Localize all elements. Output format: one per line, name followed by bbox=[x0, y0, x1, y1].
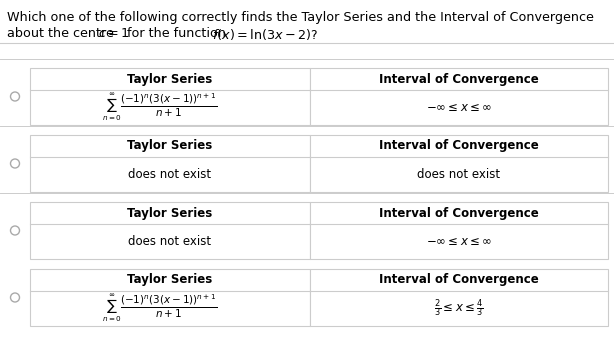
Bar bbox=[30, 202, 310, 259]
Text: for the function: for the function bbox=[123, 27, 230, 40]
Text: Taylor Series: Taylor Series bbox=[127, 206, 212, 219]
Bar bbox=[310, 202, 608, 259]
Text: $-\infty \leq x \leq \infty$: $-\infty \leq x \leq \infty$ bbox=[426, 235, 492, 248]
Text: $f(x) = \ln(3x - 2)$?: $f(x) = \ln(3x - 2)$? bbox=[212, 27, 318, 42]
Bar bbox=[30, 269, 310, 326]
Text: about the centre: about the centre bbox=[7, 27, 118, 40]
Text: Taylor Series: Taylor Series bbox=[127, 274, 212, 286]
Text: Taylor Series: Taylor Series bbox=[127, 140, 212, 153]
Text: $\sum_{n=0}^{\infty} \dfrac{(-1)^n(3(x-1))^{n+1}}{n+1}$: $\sum_{n=0}^{\infty} \dfrac{(-1)^n(3(x-1… bbox=[103, 293, 218, 324]
Bar bbox=[30, 135, 310, 192]
Bar bbox=[30, 68, 310, 125]
Text: does not exist: does not exist bbox=[418, 168, 500, 181]
Text: does not exist: does not exist bbox=[128, 235, 212, 248]
Text: $-\infty \leq x \leq \infty$: $-\infty \leq x \leq \infty$ bbox=[426, 101, 492, 114]
Text: $\frac{2}{3} \leq x \leq \frac{4}{3}$: $\frac{2}{3} \leq x \leq \frac{4}{3}$ bbox=[434, 298, 484, 319]
Text: Taylor Series: Taylor Series bbox=[127, 73, 212, 85]
Text: does not exist: does not exist bbox=[128, 168, 212, 181]
Bar bbox=[310, 68, 608, 125]
Bar bbox=[310, 269, 608, 326]
Bar bbox=[310, 135, 608, 192]
Text: $c = 1$: $c = 1$ bbox=[98, 27, 130, 40]
Text: Which one of the following correctly finds the Taylor Series and the Interval of: Which one of the following correctly fin… bbox=[7, 11, 594, 24]
Text: Interval of Convergence: Interval of Convergence bbox=[379, 73, 539, 85]
Text: Interval of Convergence: Interval of Convergence bbox=[379, 274, 539, 286]
Text: Interval of Convergence: Interval of Convergence bbox=[379, 140, 539, 153]
Text: Interval of Convergence: Interval of Convergence bbox=[379, 206, 539, 219]
Text: $\sum_{n=0}^{\infty} \dfrac{(-1)^n(3(x-1))^{n+1}}{n+1}$: $\sum_{n=0}^{\infty} \dfrac{(-1)^n(3(x-1… bbox=[103, 92, 218, 123]
